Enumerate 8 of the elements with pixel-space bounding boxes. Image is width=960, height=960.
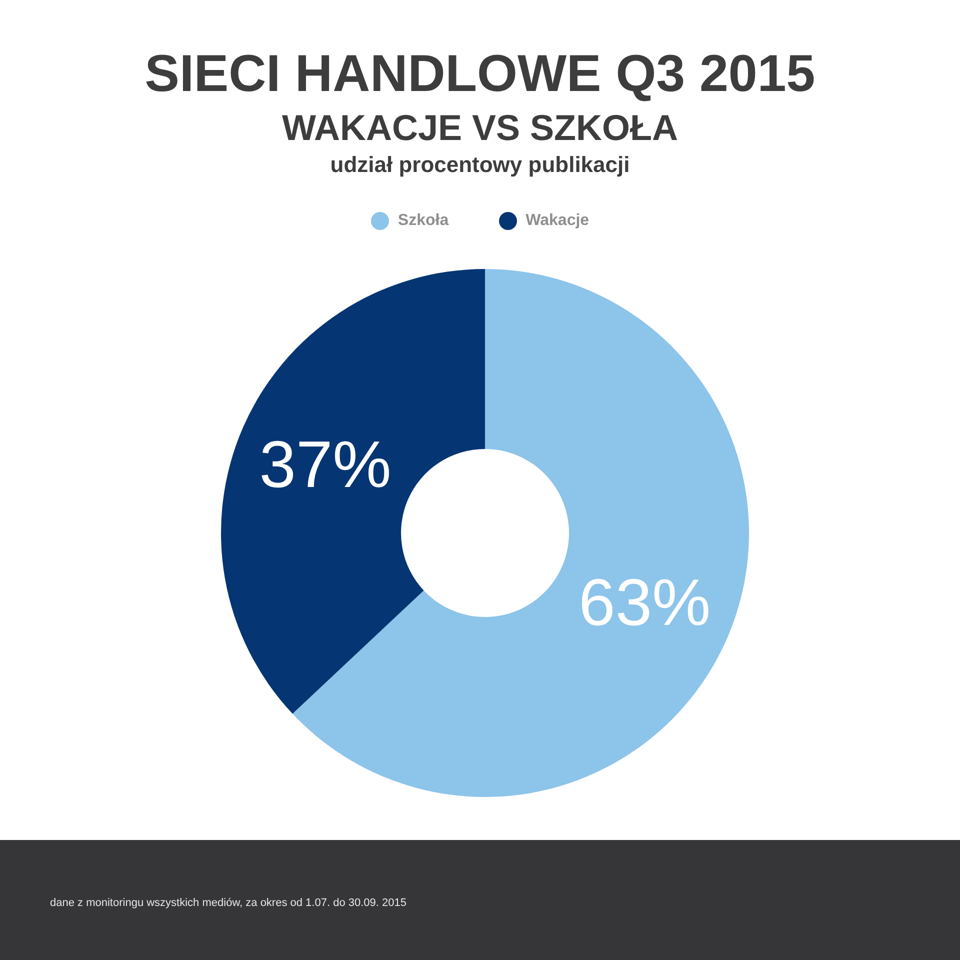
data-label: 37% bbox=[259, 426, 392, 501]
legend-label: Szkoła bbox=[398, 212, 449, 230]
chart-subtitle: WAKACJE VS SZKOŁA udział procentowy publikacji bbox=[280, 106, 680, 179]
donut-slice bbox=[221, 269, 485, 714]
chart-title: SIECI HANDLOWE Q3 2015 bbox=[144, 44, 816, 104]
text: dane z monitoringu wszystkich mediów, za okres od 1.07. do 30.09. 2015 bbox=[50, 897, 406, 909]
data-label: 63% bbox=[578, 565, 711, 640]
legend-label: Wakacje bbox=[526, 212, 590, 230]
